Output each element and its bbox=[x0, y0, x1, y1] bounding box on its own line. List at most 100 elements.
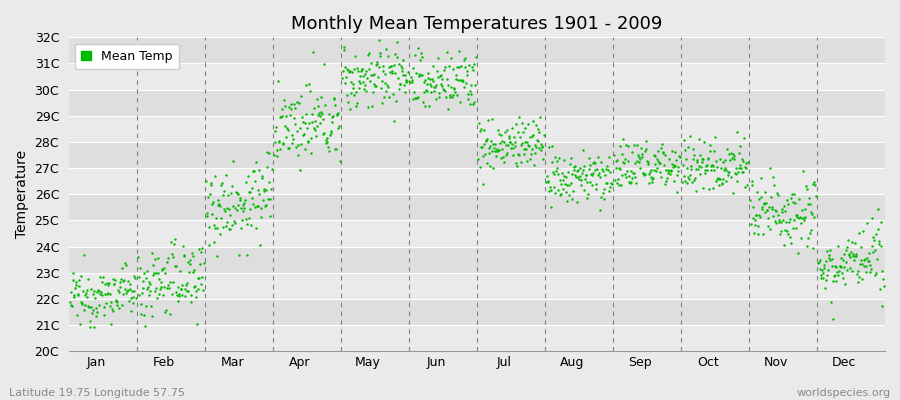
Point bbox=[632, 154, 646, 161]
Point bbox=[795, 207, 809, 214]
Point bbox=[437, 88, 452, 94]
Point bbox=[406, 96, 420, 102]
Point bbox=[445, 93, 459, 100]
Point bbox=[573, 182, 588, 188]
Point bbox=[194, 281, 208, 287]
Point bbox=[757, 199, 771, 206]
Point bbox=[446, 92, 460, 98]
Point bbox=[530, 137, 544, 143]
Bar bbox=[69, 220, 885, 246]
Point bbox=[413, 57, 428, 64]
Point bbox=[510, 128, 525, 135]
Point bbox=[627, 174, 642, 180]
Point bbox=[760, 207, 775, 213]
Point bbox=[151, 291, 166, 297]
Point bbox=[380, 82, 394, 88]
Point bbox=[805, 209, 819, 216]
Point bbox=[521, 142, 535, 148]
Point bbox=[735, 158, 750, 164]
Point bbox=[586, 169, 600, 176]
Point bbox=[122, 280, 137, 287]
Point bbox=[697, 156, 711, 162]
Point bbox=[463, 87, 477, 94]
Point bbox=[315, 116, 329, 122]
Point bbox=[105, 308, 120, 314]
Point bbox=[482, 150, 496, 156]
Point bbox=[819, 258, 833, 264]
Point bbox=[301, 138, 315, 144]
Legend: Mean Temp: Mean Temp bbox=[76, 44, 179, 69]
Point bbox=[478, 151, 492, 157]
Point bbox=[144, 313, 158, 320]
Point bbox=[709, 175, 724, 182]
Point bbox=[699, 166, 714, 173]
Point bbox=[687, 177, 701, 183]
Point bbox=[272, 139, 286, 145]
Point bbox=[176, 252, 191, 259]
Point bbox=[609, 180, 624, 186]
Point bbox=[844, 248, 859, 255]
Point bbox=[149, 294, 164, 301]
Point bbox=[311, 110, 326, 116]
Point bbox=[565, 196, 580, 203]
Point bbox=[797, 214, 812, 220]
Point bbox=[786, 225, 800, 231]
Point bbox=[456, 57, 471, 64]
Point bbox=[230, 190, 245, 197]
Point bbox=[873, 285, 887, 292]
Point bbox=[615, 151, 629, 158]
Point bbox=[512, 152, 526, 158]
Point bbox=[351, 68, 365, 74]
Point bbox=[636, 172, 651, 178]
Point bbox=[698, 170, 712, 176]
Point bbox=[107, 281, 122, 287]
Point bbox=[223, 226, 238, 233]
Point bbox=[441, 106, 455, 112]
Point bbox=[507, 134, 521, 140]
Point bbox=[222, 206, 237, 212]
Point bbox=[310, 123, 324, 129]
Point bbox=[519, 138, 534, 145]
Point bbox=[339, 66, 354, 72]
Point bbox=[268, 139, 283, 145]
Point bbox=[440, 76, 454, 82]
Point bbox=[357, 71, 372, 78]
Point bbox=[666, 164, 680, 170]
Point bbox=[846, 251, 860, 257]
Point bbox=[346, 84, 360, 91]
Point bbox=[519, 146, 534, 152]
Point bbox=[869, 256, 884, 262]
Point bbox=[472, 120, 486, 126]
Point bbox=[577, 187, 591, 193]
Point bbox=[498, 129, 512, 136]
Point bbox=[399, 78, 413, 85]
Point bbox=[408, 52, 422, 58]
Point bbox=[562, 160, 577, 167]
Point bbox=[814, 272, 828, 278]
Point bbox=[608, 177, 622, 183]
Point bbox=[570, 198, 584, 205]
Point bbox=[443, 94, 457, 100]
Point bbox=[853, 260, 868, 267]
Point bbox=[566, 188, 580, 194]
Point bbox=[345, 69, 359, 75]
Point bbox=[161, 255, 176, 262]
Point bbox=[812, 259, 826, 265]
Point bbox=[88, 312, 103, 319]
Point bbox=[543, 184, 557, 191]
Point bbox=[695, 159, 709, 165]
Point bbox=[488, 140, 502, 147]
Point bbox=[860, 254, 875, 261]
Point bbox=[859, 269, 873, 276]
Point bbox=[859, 262, 873, 269]
Point bbox=[484, 137, 499, 144]
Point bbox=[726, 150, 741, 157]
Point bbox=[288, 121, 302, 127]
Point bbox=[110, 302, 124, 308]
Point bbox=[129, 295, 143, 301]
Point bbox=[818, 285, 832, 291]
Point bbox=[155, 266, 169, 272]
Point bbox=[848, 239, 862, 246]
Point bbox=[601, 187, 616, 194]
Point bbox=[788, 200, 802, 206]
